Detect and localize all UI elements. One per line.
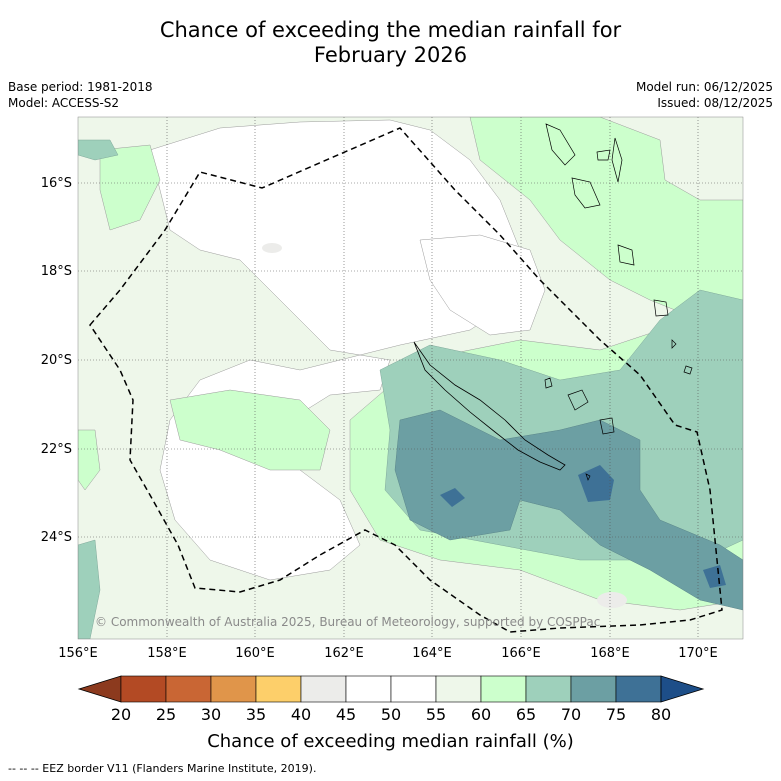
map-plot-area (78, 117, 743, 639)
eez-border (89, 127, 723, 633)
colorbar-title: Chance of exceeding median rainfall (%) (207, 731, 574, 752)
colorbar-segment (480, 675, 527, 703)
lon-label-170e: 170°E (678, 646, 718, 661)
contour-75-80-c (703, 565, 726, 588)
map-frame (77, 116, 744, 640)
meta-left: Base period: 1981-2018 Model: ACCESS-S2 (8, 79, 153, 111)
colorbar-segment (210, 675, 257, 703)
new-caledonia-outline (413, 341, 566, 471)
colorbar-tick-label: 45 (335, 705, 357, 724)
colorbar-tick-label: 70 (560, 705, 582, 724)
lon-label-158e: 158°E (147, 646, 187, 661)
colorbar-segment (390, 675, 437, 703)
lat-label-18s: 18°S (40, 264, 72, 279)
grid-lines (78, 117, 743, 639)
colorbar-tick-label: 65 (515, 705, 537, 724)
lon-label-164e: 164°E (412, 646, 452, 661)
contour-65-70-nw (78, 139, 119, 161)
eez-footnote: -- -- -- EEZ border V11 (Flanders Marine… (8, 762, 317, 775)
colorbar-segment (165, 675, 212, 703)
lat-label-20s: 20°S (40, 353, 72, 368)
colorbar-segment (615, 675, 662, 703)
colorbar-segment (255, 675, 302, 703)
colorbar (77, 675, 705, 703)
colorbar-tick-label: 35 (245, 705, 267, 724)
contour-60-65-west (78, 429, 101, 491)
lat-label-22s: 22°S (40, 442, 72, 457)
contour-50-55 (149, 119, 521, 581)
colorbar-tick-label: 50 (380, 705, 402, 724)
lon-label-166e: 166°E (501, 646, 541, 661)
lon-label-162e: 162°E (324, 646, 364, 661)
model-name: Model: ACCESS-S2 (8, 96, 120, 110)
base-period: Base period: 1981-2018 (8, 80, 153, 94)
vanuatu-islands (545, 123, 693, 481)
colorbar-tick-label: 55 (425, 705, 447, 724)
colorbar-segment (345, 675, 392, 703)
meta-right: Model run: 06/12/2025 Issued: 08/12/2025 (636, 79, 773, 111)
lon-label-160e: 160°E (235, 646, 275, 661)
contour-40-45-b (597, 592, 627, 608)
colorbar-tick-label: 40 (290, 705, 312, 724)
copyright-text: © Commonwealth of Australia 2025, Bureau… (95, 615, 600, 629)
colorbar-low-extend (77, 675, 122, 703)
colorbar-segment (570, 675, 617, 703)
colorbar-segment (300, 675, 347, 703)
lon-label-156e: 156°E (58, 646, 98, 661)
title-line-1: Chance of exceeding the median rainfall … (159, 18, 622, 42)
contour-60-65-nw (99, 144, 161, 231)
colorbar-tick-label: 80 (650, 705, 672, 724)
lon-label-168e: 168°E (590, 646, 630, 661)
contour-75-80-a (440, 488, 465, 507)
colorbar-tick-label: 60 (470, 705, 492, 724)
model-run: Model run: 06/12/2025 (635, 80, 773, 94)
title-line-2: February 2026 (313, 43, 468, 67)
lat-label-16s: 16°S (40, 176, 72, 191)
contour-60-65-mid (169, 389, 331, 471)
contour-65-70-w (78, 539, 101, 639)
contour-70-75 (394, 409, 743, 611)
colorbar-high-extend (660, 675, 705, 703)
issued-date: Issued: 08/12/2025 (657, 96, 773, 110)
colorbar-segment (525, 675, 572, 703)
colorbar-segment (435, 675, 482, 703)
contour-white-east (419, 234, 546, 336)
contour-40-45-a (262, 243, 282, 253)
colorbar-tick-label: 25 (155, 705, 177, 724)
colorbar-segment (120, 675, 167, 703)
colorbar-tick-label: 20 (110, 705, 132, 724)
loyalty-islands (544, 377, 615, 435)
lat-label-24s: 24°S (40, 530, 72, 545)
colorbar-tick-label: 30 (200, 705, 222, 724)
map-title: Chance of exceeding the median rainfall … (0, 18, 781, 68)
colorbar-tick-label: 75 (605, 705, 627, 724)
